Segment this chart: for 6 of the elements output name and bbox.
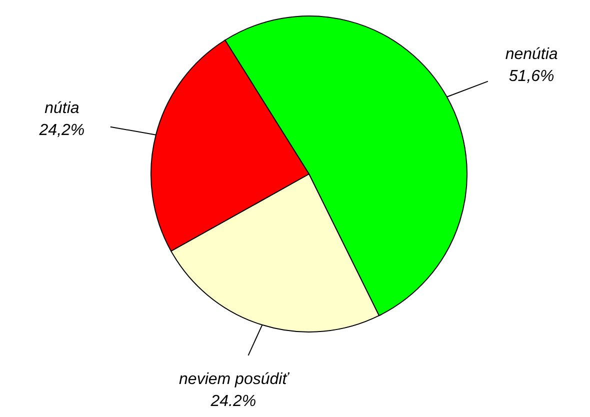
slice-label: nenútia	[505, 46, 558, 64]
slice-label: neviem posúdiť	[179, 370, 290, 388]
slice-label: nútia	[44, 100, 80, 118]
data-label: 51,6%	[508, 68, 554, 86]
data-label: 24,2%	[38, 122, 85, 140]
data-label: 24.2%	[210, 392, 256, 410]
